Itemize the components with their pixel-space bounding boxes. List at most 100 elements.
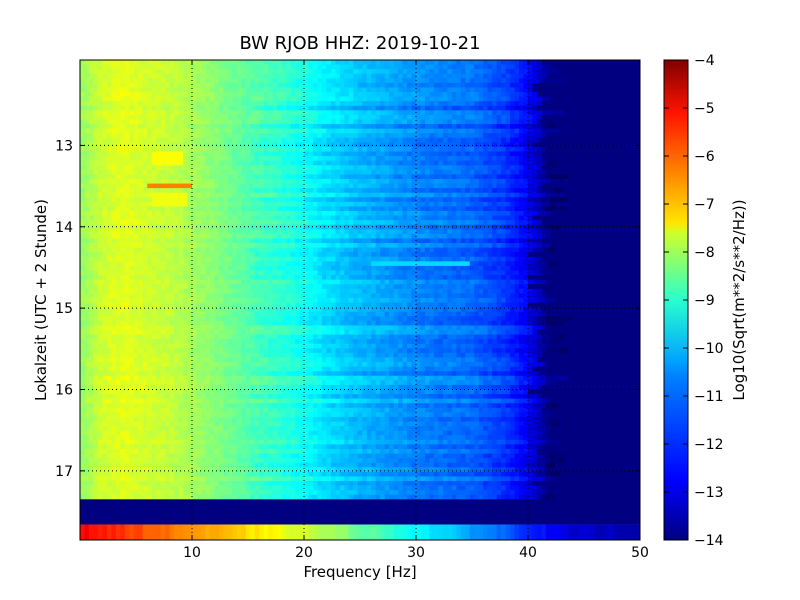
heatmap-cell	[393, 151, 399, 157]
heatmap-cell	[124, 233, 130, 240]
heatmap-cell	[187, 156, 193, 162]
heatmap-cell	[169, 78, 175, 84]
heatmap-cell	[160, 197, 166, 203]
heatmap-cell	[115, 64, 121, 70]
heatmap-cell	[599, 133, 605, 139]
heatmap-cell	[447, 60, 453, 66]
heatmap-cell	[335, 119, 341, 125]
heatmap-cell	[528, 96, 534, 102]
heatmap-cell	[613, 197, 619, 203]
heatmap-cell	[245, 101, 251, 107]
heatmap-cell	[102, 73, 108, 79]
heatmap-cell	[209, 201, 215, 208]
heatmap-cell	[93, 105, 99, 111]
heatmap-cell	[568, 229, 574, 235]
heatmap-cell	[581, 174, 587, 180]
heatmap-cell	[272, 96, 278, 102]
heatmap-cell	[205, 82, 211, 89]
heatmap-cell	[115, 165, 121, 171]
heatmap-cell	[581, 233, 587, 240]
heatmap-cell	[505, 114, 511, 121]
heatmap-cell	[93, 96, 99, 102]
heatmap-cell	[115, 183, 121, 189]
heatmap-cell	[366, 151, 372, 157]
heatmap-cell	[205, 178, 211, 185]
heatmap-cell	[214, 119, 220, 125]
heatmap-cell	[613, 206, 619, 212]
heatmap-cell	[286, 60, 292, 66]
heatmap-cell	[214, 174, 220, 180]
heatmap-cell	[178, 174, 184, 180]
heatmap-cell	[335, 165, 341, 171]
heatmap-cell	[622, 119, 628, 125]
heatmap-cell	[250, 165, 256, 171]
heatmap-cell	[353, 206, 359, 212]
heatmap-cell	[617, 238, 623, 244]
heatmap-cell	[429, 233, 435, 240]
heatmap-cell	[88, 133, 95, 139]
heatmap-cell	[375, 192, 381, 198]
heatmap-cell	[272, 146, 278, 153]
heatmap-cell	[474, 124, 480, 130]
heatmap-cell	[465, 165, 471, 171]
heatmap-cell	[178, 192, 184, 198]
heatmap-cell	[519, 201, 525, 208]
heatmap-cell	[111, 73, 117, 79]
heatmap-cell	[142, 137, 148, 143]
heatmap-cell	[209, 165, 215, 171]
heatmap-cell	[312, 73, 319, 79]
heatmap-cell	[478, 96, 484, 102]
heatmap-cell	[272, 169, 278, 176]
heatmap-cell	[272, 211, 278, 217]
heatmap-cell	[608, 146, 614, 153]
heatmap-cell	[115, 220, 121, 226]
heatmap-cell	[487, 142, 493, 148]
heatmap-cell	[568, 169, 574, 176]
heatmap-cell	[330, 169, 336, 176]
heatmap-cell	[532, 105, 538, 111]
heatmap-cell	[312, 192, 319, 198]
heatmap-cell	[295, 124, 301, 130]
heatmap-cell	[442, 73, 448, 79]
heatmap-cell	[250, 178, 256, 185]
heatmap-cell	[523, 233, 529, 240]
heatmap-cell	[559, 229, 565, 235]
heatmap-cell	[160, 211, 166, 217]
heatmap-cell	[348, 197, 354, 203]
heatmap-cell	[281, 156, 287, 162]
heatmap-cell	[93, 114, 99, 121]
heatmap-cell	[451, 96, 457, 102]
heatmap-cell	[563, 92, 569, 98]
heatmap-cell	[496, 64, 502, 70]
heatmap-cell	[218, 229, 224, 235]
heatmap-cell	[138, 124, 144, 130]
heatmap-cell	[599, 110, 605, 116]
heatmap-cell	[232, 60, 238, 66]
heatmap-cell	[429, 211, 435, 217]
heatmap-cell	[321, 114, 327, 121]
heatmap-cell	[120, 215, 126, 221]
heatmap-cell	[133, 215, 139, 221]
heatmap-cell	[362, 169, 368, 176]
heatmap-cell	[259, 174, 265, 180]
heatmap-cell	[622, 87, 628, 93]
heatmap-cell	[357, 238, 363, 244]
heatmap-cell	[335, 92, 341, 98]
heatmap-cell	[554, 174, 560, 180]
heatmap-cell	[577, 64, 583, 70]
heatmap-cell	[286, 169, 292, 176]
heatmap-cell	[218, 178, 224, 185]
heatmap-cell	[169, 169, 175, 176]
heatmap-cell	[183, 229, 189, 235]
heatmap-cell	[218, 224, 224, 230]
heatmap-cell	[281, 224, 287, 230]
heatmap-cell	[106, 151, 112, 157]
heatmap-cell	[196, 114, 202, 121]
heatmap-cell	[178, 188, 184, 194]
heatmap-cell	[523, 151, 529, 157]
heatmap-cell	[626, 64, 632, 70]
heatmap-cell	[416, 201, 422, 208]
heatmap-cell	[478, 110, 484, 116]
heatmap-cell	[402, 119, 408, 125]
heatmap-cell	[241, 105, 247, 111]
